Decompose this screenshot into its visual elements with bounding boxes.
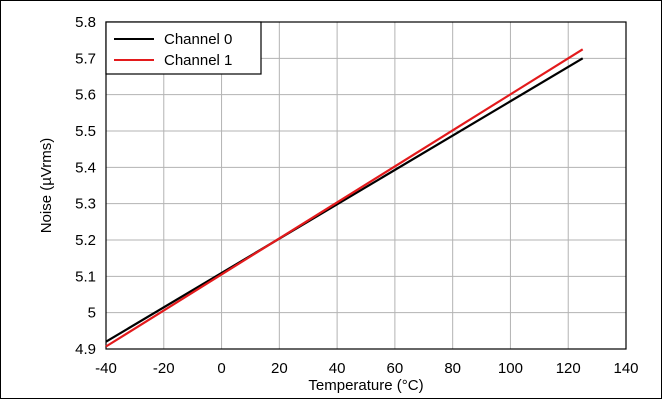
- x-tick-label: -40: [95, 360, 117, 377]
- y-tick-label: 5: [88, 305, 96, 322]
- x-tick-label: 100: [498, 360, 523, 377]
- y-tick-label: 5.8: [75, 14, 96, 31]
- y-tick-label: 5.2: [75, 232, 96, 249]
- x-tick-label: 120: [556, 360, 581, 377]
- legend-label-channel-1: Channel 1: [164, 52, 232, 69]
- legend-box: [105, 21, 262, 75]
- x-tick-label: 80: [444, 360, 461, 377]
- y-tick-label: 5.6: [75, 87, 96, 104]
- y-tick-label: 5.7: [75, 50, 96, 67]
- x-tick-label: 40: [329, 360, 346, 377]
- plot-area: [105, 21, 627, 350]
- x-axis-label: Temperature (°C): [308, 377, 423, 394]
- y-tick-label: 5.4: [75, 159, 96, 176]
- y-tick-label: 5.3: [75, 196, 96, 213]
- x-tick-label: 60: [387, 360, 404, 377]
- y-tick-label: 5.1: [75, 268, 96, 285]
- y-tick-label: 4.9: [75, 341, 96, 358]
- x-tick-label: 20: [271, 360, 288, 377]
- y-tick-label: 5.5: [75, 123, 96, 140]
- x-tick-label: -20: [153, 360, 175, 377]
- series-line-channel-0: [105, 57, 584, 343]
- series-line-channel-1: [105, 48, 584, 348]
- legend: Channel 0 Channel 1: [105, 21, 262, 75]
- y-tick-labels: 4.9 5 5.1 5.2 5.3 5.4 5.5 5.6 5.7 5.8: [75, 14, 96, 358]
- x-tick-label: 0: [217, 360, 225, 377]
- legend-label-channel-0: Channel 0: [164, 31, 232, 48]
- x-tick-label: 140: [613, 360, 638, 377]
- data-series: [105, 48, 584, 348]
- y-axis-label: Noise (µVrms): [38, 138, 55, 234]
- x-tick-labels: -40 -20 0 20 40 60 80 100 120 140: [95, 360, 638, 377]
